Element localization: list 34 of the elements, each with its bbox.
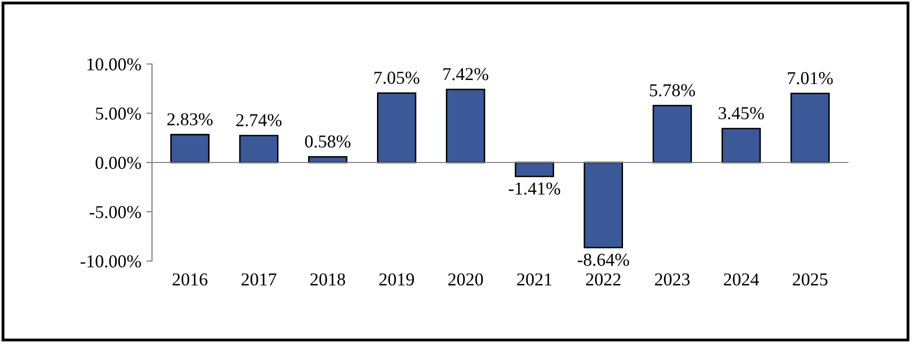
y-tick-label: 5.00%: [96, 108, 141, 120]
x-tick-label: 2020: [448, 273, 483, 286]
data-label: 7.01%: [788, 72, 833, 84]
y-tick-label: -5.00%: [90, 206, 141, 218]
x-tick-label: 2018: [310, 273, 346, 286]
bar: [239, 134, 278, 164]
y-tick-label: -10.00%: [80, 255, 141, 268]
bar: [790, 92, 830, 164]
x-tick-label: 2022: [586, 273, 620, 286]
x-tick-label: 2019: [379, 273, 414, 286]
data-label: -1.41%: [508, 182, 560, 195]
bar: [652, 104, 692, 164]
bar: [514, 162, 554, 178]
y-tick-label: 0.00%: [96, 156, 141, 170]
y-tick-label: 10.00%: [88, 58, 141, 71]
data-label: 7.05%: [374, 72, 420, 84]
bar: [376, 92, 416, 164]
x-tick-label: 2021: [517, 273, 552, 286]
bar: [584, 162, 624, 248]
data-label: 2.83%: [167, 113, 213, 126]
x-tick-label: 2025: [792, 273, 828, 286]
data-label: 7.42%: [443, 68, 488, 80]
data-label: 0.58%: [305, 135, 350, 148]
bar: [446, 88, 486, 164]
data-label: 5.78%: [650, 84, 695, 96]
bar: [722, 128, 761, 164]
data-label: 3.45%: [718, 107, 764, 120]
data-label: -8.64%: [578, 254, 630, 266]
x-tick-label: 2023: [655, 273, 690, 286]
data-label: 2.74%: [236, 114, 282, 126]
x-tick-label: 2017: [242, 273, 276, 286]
x-tick-label: 2024: [724, 273, 759, 286]
x-tick-label: 2016: [172, 273, 208, 286]
bar: [170, 134, 210, 164]
